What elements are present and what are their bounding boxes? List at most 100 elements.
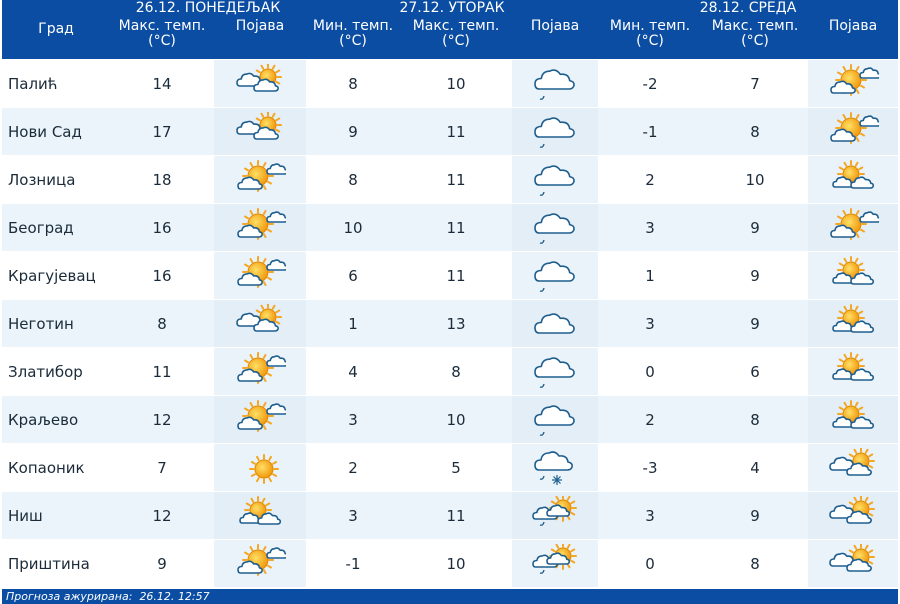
day3-weather-cell (808, 107, 899, 156)
day1-weather-cell (214, 395, 307, 444)
city-name: Нови Сад (2, 107, 110, 156)
day1-phenomenon-header: Појава (214, 17, 307, 60)
table-row: Приштина 9 -1 10 0 8 (2, 539, 899, 588)
day1-weather-cell (214, 107, 307, 156)
day2-min-header: Мин. темп. (°C) (306, 17, 401, 60)
day1-weather-cell (214, 347, 307, 396)
table-row: Краљево 12 3 10 2 8 (2, 395, 899, 444)
day2-weather-cell (512, 155, 599, 204)
table-row: Лозница 18 8 11 2 10 (2, 155, 899, 204)
day2-max-header: Макс. темп. (°C) (400, 17, 513, 60)
day1-max-temp: 18 (110, 155, 214, 204)
day2-header: 27.12. УТОРАК (306, 0, 599, 17)
day1-max-temp: 12 (110, 491, 214, 540)
city-name: Копаоник (2, 443, 110, 492)
table-row: Крагујевац 16 6 11 1 9 (2, 251, 899, 300)
day1-weather-cell (214, 443, 307, 492)
cloudy-sun-icon (214, 63, 306, 104)
cloud-drizzle-icon (512, 160, 598, 200)
city-name: Неготин (2, 299, 110, 348)
day2-min-temp: 3 (306, 395, 401, 444)
forecast-rows: Палић 14 8 10 -2 7 Нови Сад 17 9 11 -1 8 Лозница 18 8 1… (2, 59, 899, 588)
city-name: Ниш (2, 491, 110, 540)
day2-min-temp: 1 (306, 299, 401, 348)
day3-max-temp: 4 (702, 443, 809, 492)
partly-cloudy-icon (808, 159, 898, 200)
day2-weather-cell (512, 59, 599, 108)
day3-weather-cell (808, 155, 899, 204)
day3-min-temp: -3 (598, 443, 703, 492)
day3-min-temp: 2 (598, 155, 703, 204)
sun-cloud-icon (214, 543, 306, 584)
city-name: Београд (2, 203, 110, 252)
sun-cloud-icon (214, 351, 306, 392)
sun-cloud-icon (214, 399, 306, 440)
day1-max-temp: 8 (110, 299, 214, 348)
day2-max-temp: 5 (400, 443, 513, 492)
sun-icon (214, 448, 306, 488)
day1-weather-cell (214, 539, 307, 588)
day2-max-temp: 11 (400, 251, 513, 300)
day3-weather-cell (808, 203, 899, 252)
cloud-drizzle-icon (512, 112, 598, 152)
day1-max-temp: 7 (110, 443, 214, 492)
day2-max-temp: 11 (400, 203, 513, 252)
cloudy-sun-icon (808, 495, 898, 536)
day2-max-temp: 8 (400, 347, 513, 396)
day2-min-temp: 6 (306, 251, 401, 300)
city-name: Палић (2, 59, 110, 108)
sun-cloud-icon (214, 159, 306, 200)
day2-weather-cell (512, 491, 599, 540)
day1-max-temp: 11 (110, 347, 214, 396)
cloud-drizzle-icon (512, 256, 598, 296)
city-name: Приштина (2, 539, 110, 588)
day2-weather-cell (512, 251, 599, 300)
cloudy-sun-icon (808, 447, 898, 488)
day1-max-temp: 12 (110, 395, 214, 444)
sun-cloud-drizzle-icon (512, 495, 598, 536)
day3-min-header: Мин. темп. (°C) (598, 17, 703, 60)
day3-weather-cell (808, 59, 899, 108)
day2-weather-cell (512, 539, 599, 588)
day-header-row: Град 26.12. ПОНЕДЕЉАК 27.12. УТОРАК 28.1… (2, 0, 899, 60)
cloudy-sun-icon (808, 543, 898, 584)
day1-weather-cell (214, 299, 307, 348)
cloudy-sun-icon (214, 111, 306, 152)
day1-max-temp: 17 (110, 107, 214, 156)
day2-max-temp: 11 (400, 491, 513, 540)
day1-max-header: Макс. темп. (°C) (110, 17, 214, 60)
day2-min-temp: 10 (306, 203, 401, 252)
cloud-icon (512, 304, 598, 344)
cloud-drizzle-icon (512, 64, 598, 104)
sun-cloud-icon (214, 207, 306, 248)
day3-max-temp: 8 (702, 395, 809, 444)
cloud-snow-icon (512, 448, 598, 488)
day2-weather-cell (512, 299, 599, 348)
update-label: Прогноза ажурирана: (6, 590, 133, 603)
day3-weather-cell (808, 251, 899, 300)
day3-max-temp: 9 (702, 203, 809, 252)
partly-cloudy-icon (808, 399, 898, 440)
day2-max-temp: 11 (400, 155, 513, 204)
day3-phenomenon-header: Појава (808, 17, 899, 60)
day3-min-temp: 3 (598, 491, 703, 540)
day2-min-temp: 8 (306, 59, 401, 108)
day3-weather-cell (808, 539, 899, 588)
partly-cloudy-icon (808, 351, 898, 392)
day2-min-temp: -1 (306, 539, 401, 588)
cloud-drizzle-icon (512, 400, 598, 440)
day3-weather-cell (808, 443, 899, 492)
sun-cloud-icon (214, 255, 306, 296)
day2-max-temp: 10 (400, 395, 513, 444)
day3-max-temp: 8 (702, 539, 809, 588)
day3-max-temp: 7 (702, 59, 809, 108)
forecast-table: Град 26.12. ПОНЕДЕЉАК 27.12. УТОРАК 28.1… (2, 0, 899, 588)
day1-header: 26.12. ПОНЕДЕЉАК (110, 0, 307, 17)
table-row: Београд 16 10 11 3 9 (2, 203, 899, 252)
sun-cloud-icon (808, 207, 898, 248)
day2-min-temp: 4 (306, 347, 401, 396)
column-header-row: Макс. темп. (°C) Појава Мин. темп. (°C) … (2, 17, 899, 60)
day1-weather-cell (214, 491, 307, 540)
table-row: Златибор 11 4 8 0 6 (2, 347, 899, 396)
